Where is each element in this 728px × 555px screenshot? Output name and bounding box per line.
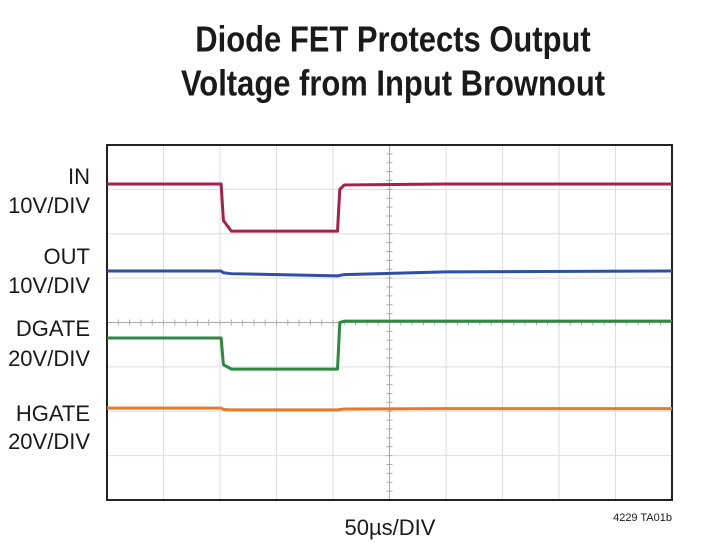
trace: [107, 269, 673, 278]
x-axis-label: 50µs/DIV: [345, 515, 436, 540]
trace: [107, 406, 672, 412]
legend-scale: 10V/DIV: [8, 273, 90, 298]
figure-note: 4229 TA01b: [613, 512, 672, 524]
legend-label: IN: [68, 164, 90, 189]
legend-label: HGATE: [16, 401, 90, 426]
legend-scale: 10V/DIV: [8, 193, 90, 218]
chart-title: Voltage from Input Brownout: [181, 64, 605, 104]
legend-scale: 20V/DIV: [8, 346, 90, 371]
legend-label: DGATE: [16, 316, 90, 341]
legend-scale: 20V/DIV: [8, 429, 90, 454]
legend-label: OUT: [44, 244, 90, 269]
chart-title: Diode FET Protects Output: [195, 20, 590, 60]
trace: [107, 182, 672, 233]
trace: [107, 319, 672, 371]
